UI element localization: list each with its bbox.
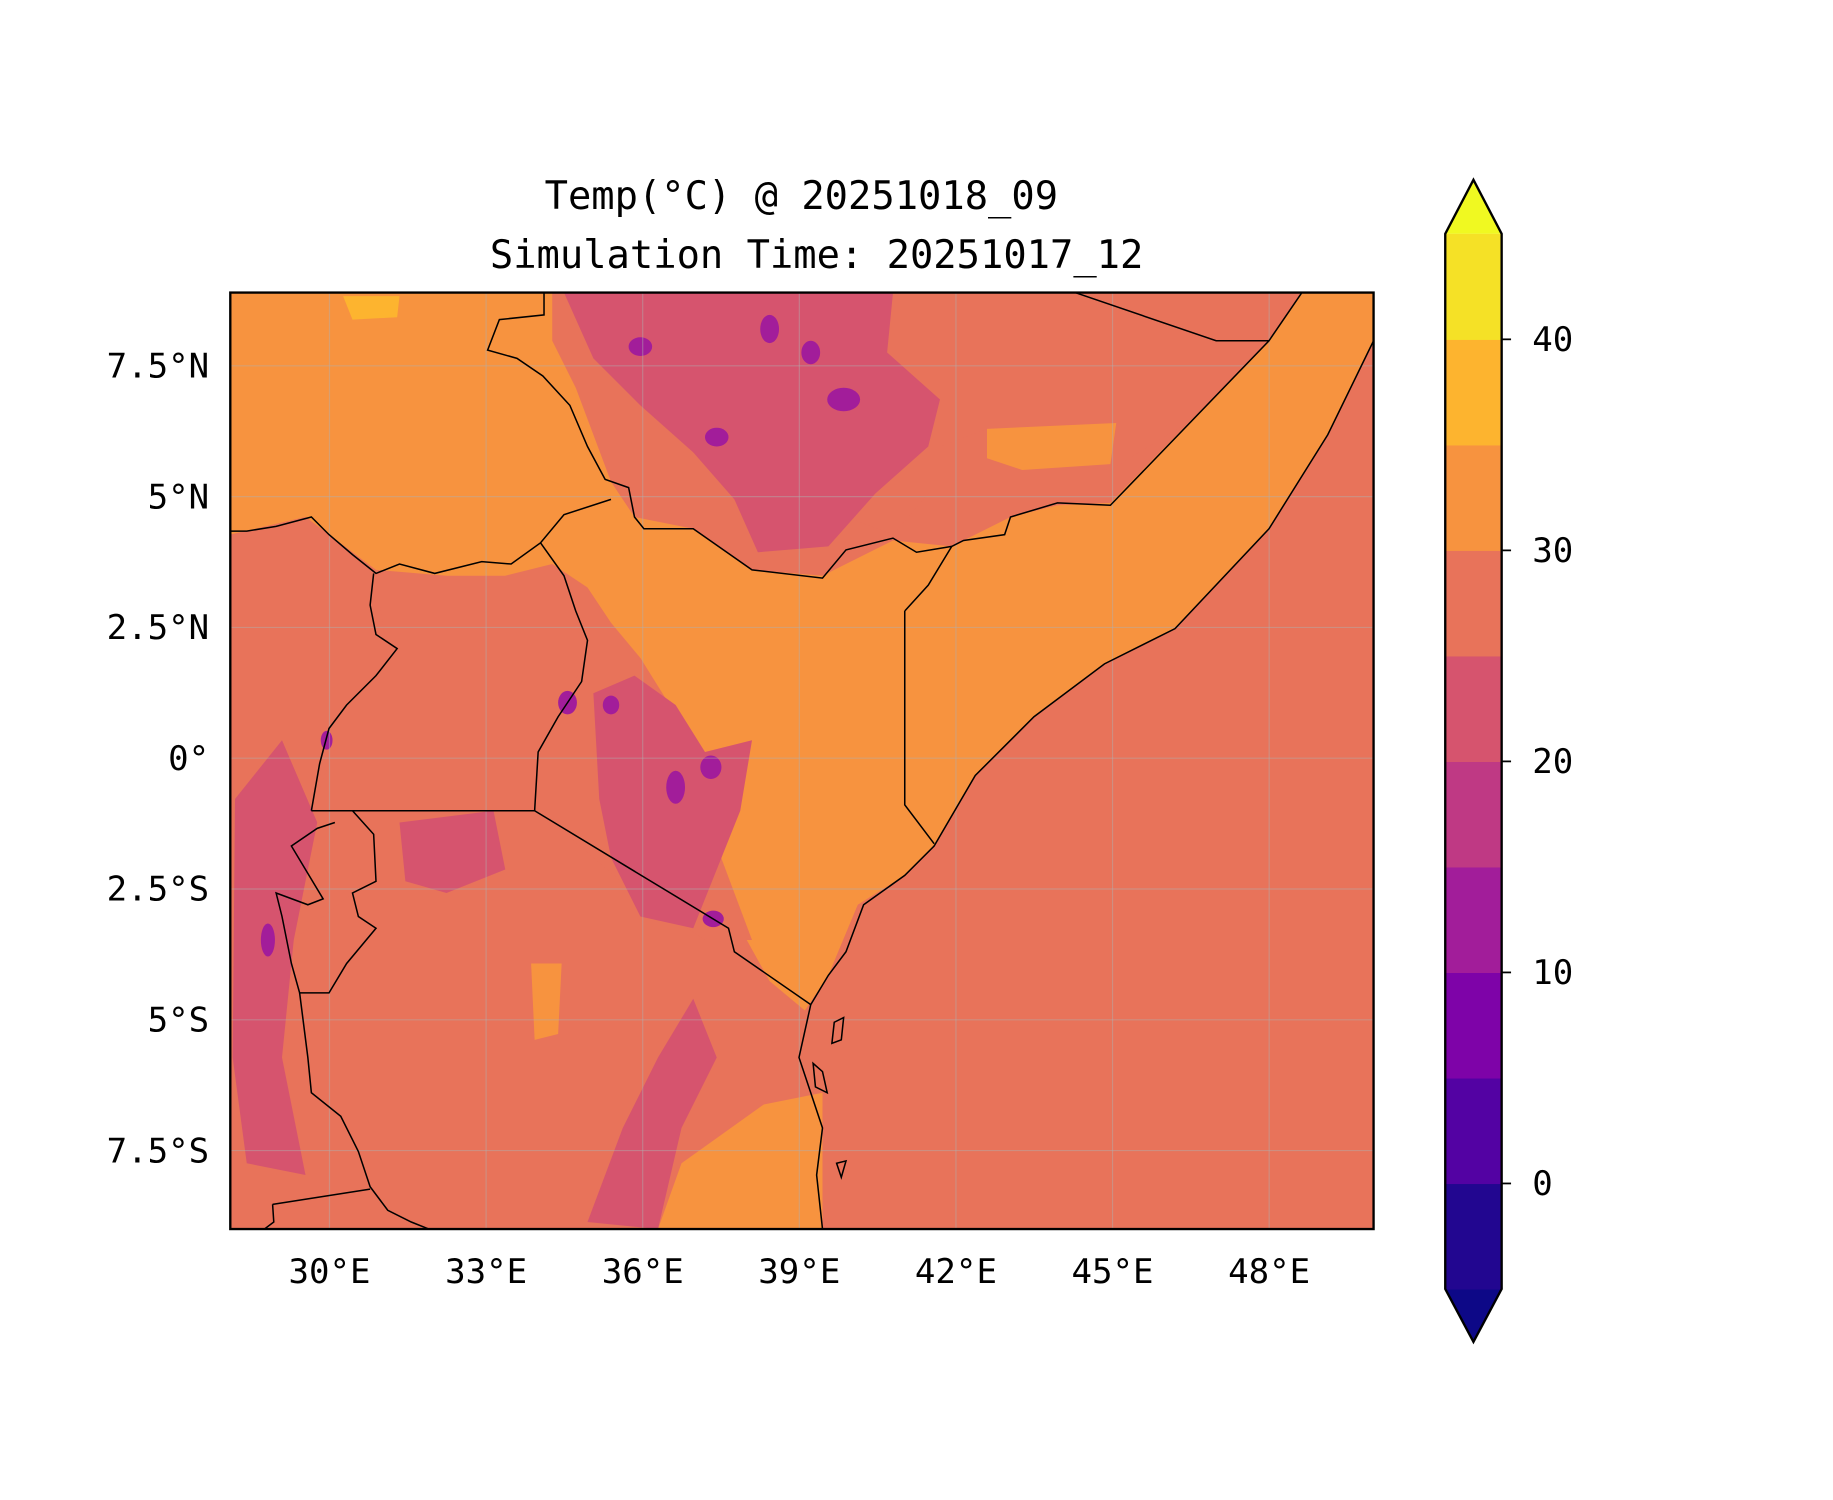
colorbar-extend-max [1445, 179, 1502, 234]
y-tick-label: 2.5°S [107, 870, 210, 910]
colorbar-bin [1445, 972, 1502, 1079]
x-tick-label: 39°E [758, 1252, 840, 1292]
field-25-30-ethiopia-east [822, 292, 1269, 535]
y-tick-label: 5°S [148, 1001, 210, 1041]
colorbar-tick-label: 10 [1532, 953, 1573, 993]
y-tick-label: 0° [168, 739, 209, 779]
field-20-25-tanzania-south [587, 998, 717, 1230]
colorbar-tick-label: 40 [1532, 320, 1573, 360]
colorbar-tick-label: 30 [1532, 531, 1573, 571]
colorbar-bin [1445, 761, 1502, 868]
field-20-25-ethiopian-highlands [563, 292, 940, 553]
colorbar-bin [1445, 444, 1502, 551]
x-tick-label: 36°E [602, 1252, 684, 1292]
y-axis-ticks: 7.5°N 5°N 2.5°N 0° 2.5°S 5°S 7.5°S [107, 347, 210, 1172]
colorbar-bin [1445, 866, 1502, 974]
colorbar-bin [1445, 339, 1502, 446]
colorbar-bin [1445, 550, 1502, 657]
colorbar-bin [1445, 655, 1502, 762]
field-35-40-patch [343, 296, 400, 320]
field-30-35-ogaden-patch [986, 422, 1117, 470]
x-tick-label: 48°E [1228, 1252, 1310, 1292]
colorbar-extend-min [1445, 1288, 1502, 1342]
map-frame [229, 291, 1375, 1231]
x-tick-label: 30°E [288, 1252, 370, 1292]
field-20-25-rift-west [232, 740, 318, 1175]
colorbar-outline [1444, 177, 1503, 1345]
chart-title: Temp(°C) @ 20251018_09 [545, 174, 1058, 219]
y-tick-label: 7.5°S [107, 1131, 210, 1171]
colorbar-bin [1445, 233, 1502, 340]
colorbar: 0 10 20 30 40 [1444, 177, 1573, 1345]
field-30-35-north [230, 292, 1374, 1011]
map-plot-area [230, 292, 1374, 1230]
y-tick-label: 2.5°N [107, 608, 210, 648]
field-30-35-tanzania-east [658, 1092, 823, 1230]
field-20-25-tanzania-nw [399, 810, 506, 893]
grid-lines [230, 292, 1374, 1230]
x-axis-ticks: 30°E 33°E 36°E 39°E 42°E 45°E 48°E [288, 1252, 1310, 1292]
colorbar-bin [1445, 1183, 1502, 1290]
x-tick-label: 33°E [445, 1252, 527, 1292]
x-tick-label: 45°E [1072, 1252, 1154, 1292]
colorbar-tick-label: 20 [1532, 742, 1573, 782]
x-tick-label: 42°E [915, 1252, 997, 1292]
y-tick-label: 7.5°N [107, 347, 210, 387]
colorbar-tick-label: 0 [1532, 1164, 1553, 1204]
country-borders [230, 292, 1374, 1230]
colorbar-bin [1445, 1077, 1502, 1185]
field-30-35-tanzania-patch [531, 963, 562, 1040]
y-tick-label: 5°N [148, 477, 210, 517]
chart-subtitle: Simulation Time: 20251017_12 [490, 233, 1144, 278]
